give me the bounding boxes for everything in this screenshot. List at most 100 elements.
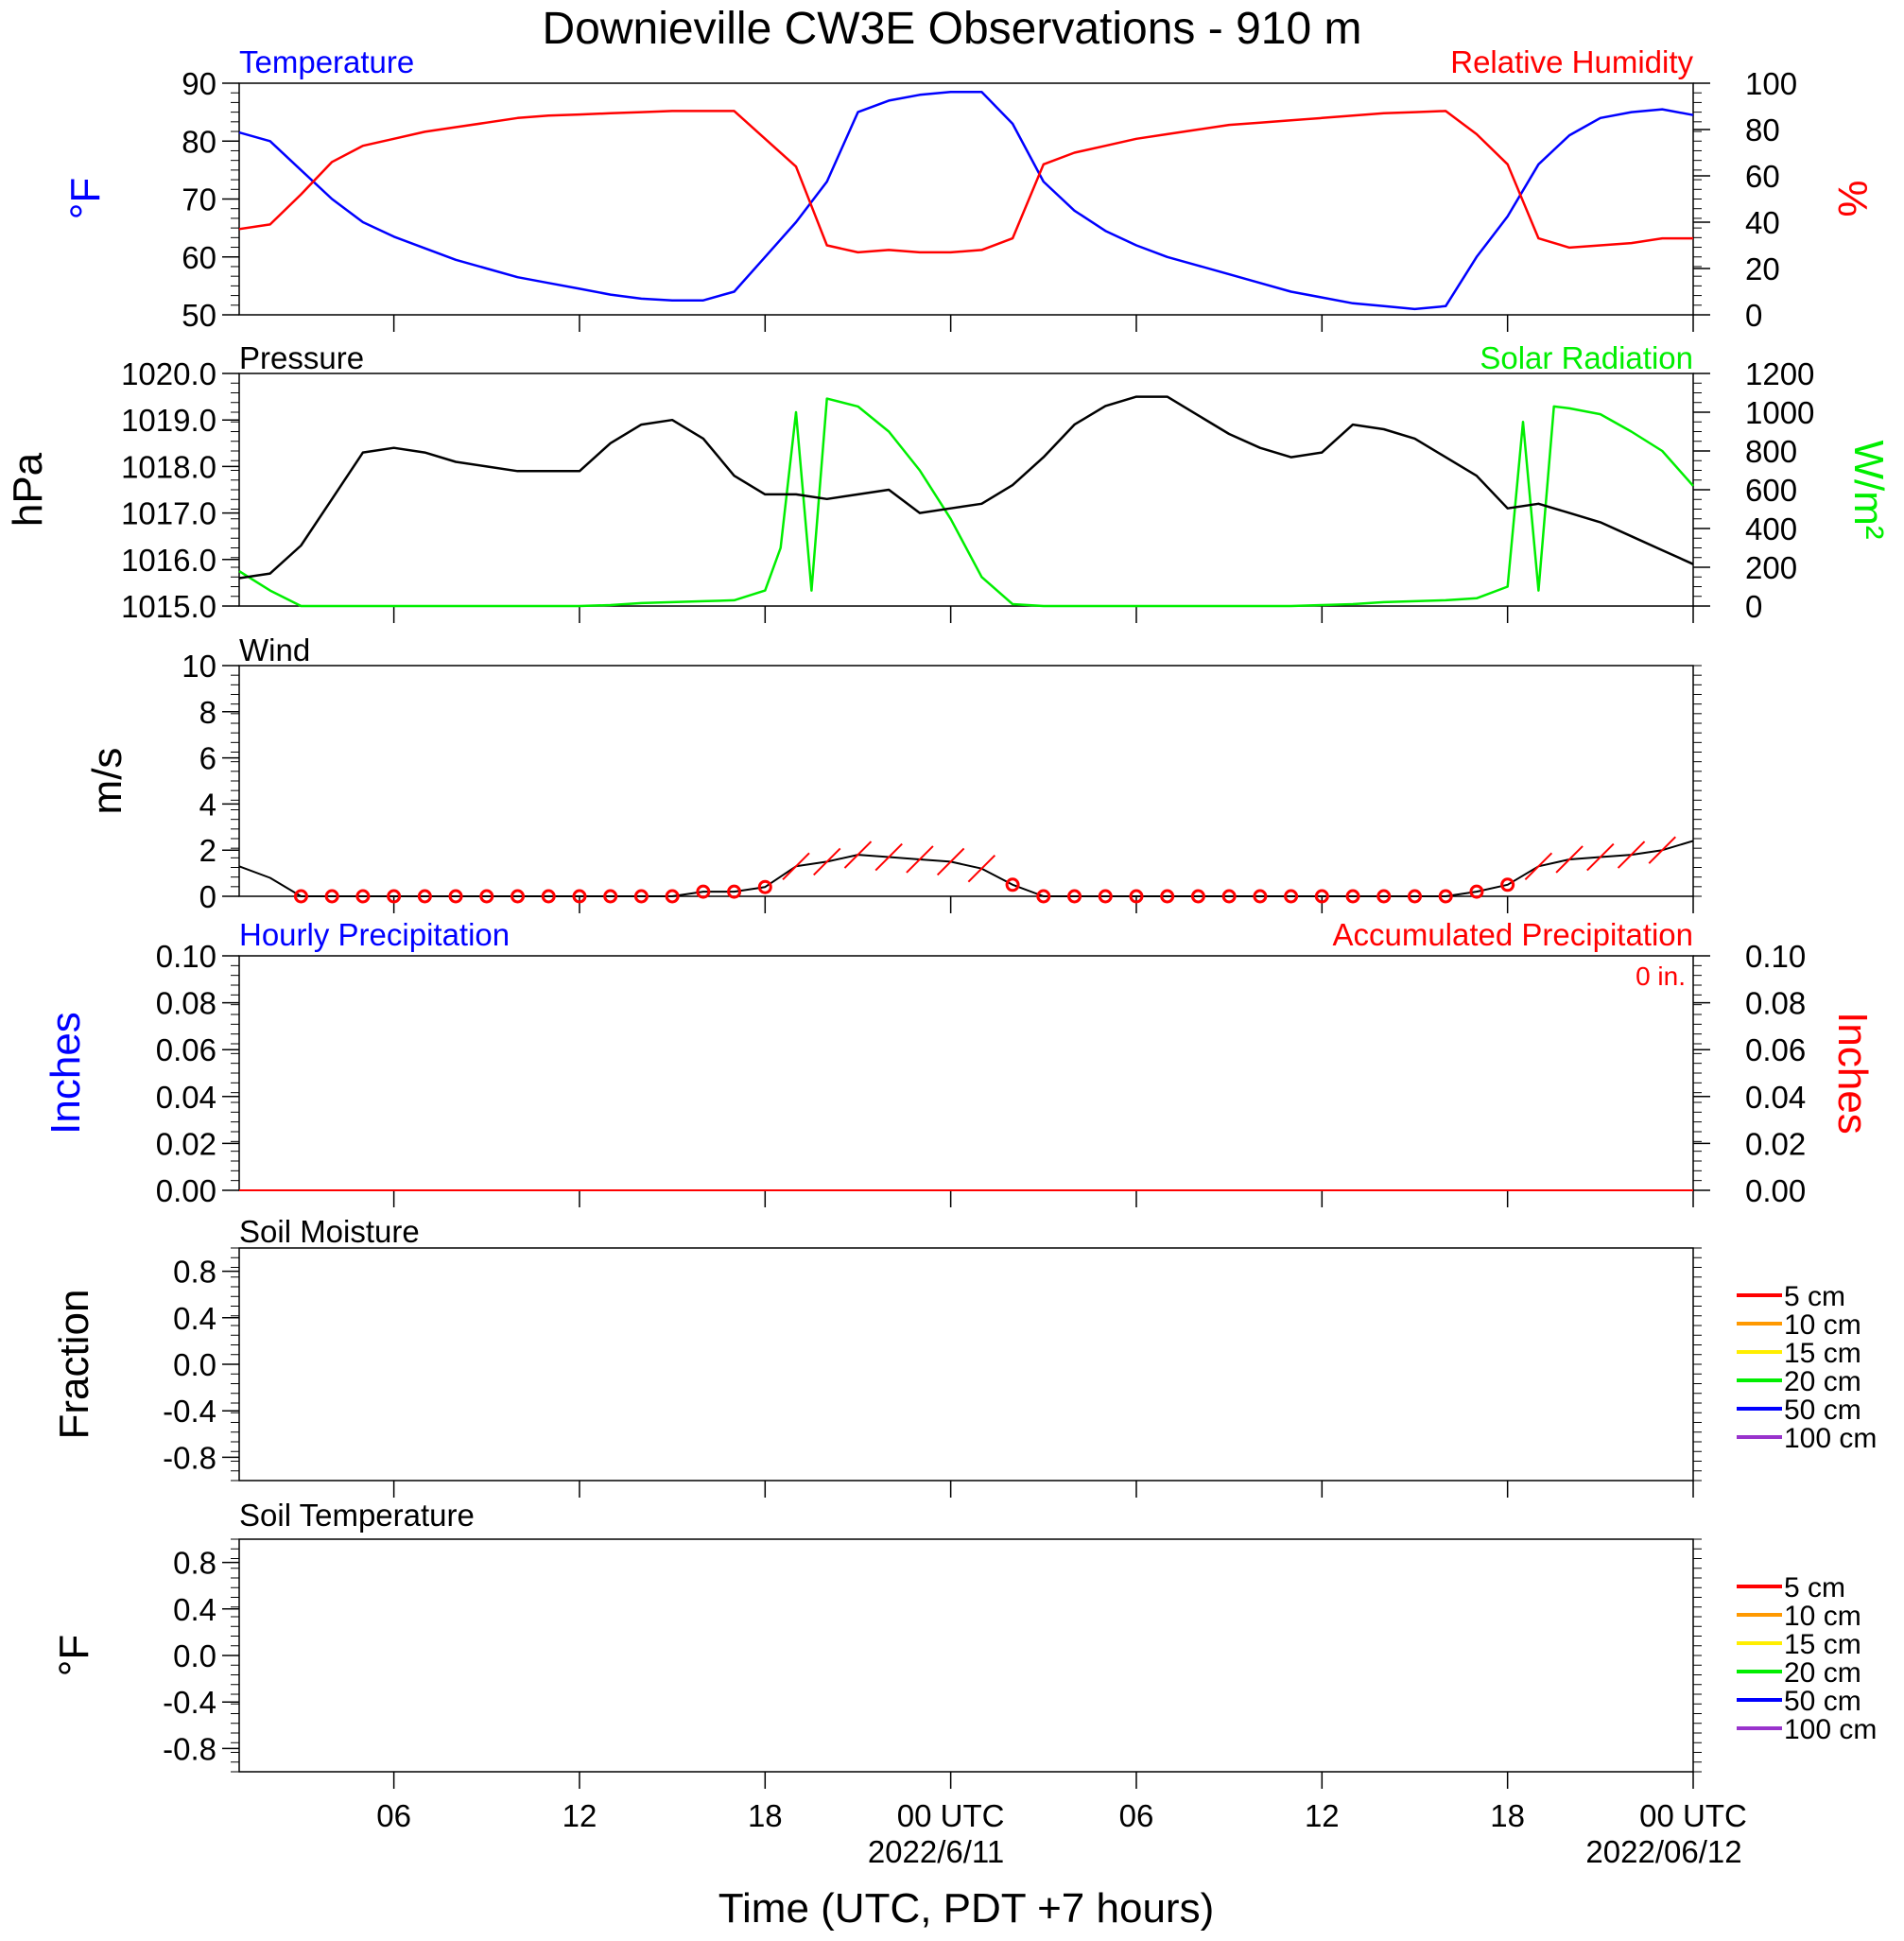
humidity-series-line: [238, 110, 1693, 254]
y-tick-label-soil_temp: 0.4: [173, 1592, 216, 1627]
temperature-series-line: [238, 90, 1694, 311]
wind-calm-marker: [696, 884, 711, 899]
x-tick-label: 12: [1305, 1798, 1340, 1833]
y-tick-label-wind: 10: [182, 649, 216, 684]
wind-calm-marker: [1190, 889, 1205, 904]
solar-series-line: [238, 397, 1694, 608]
wind-calm-marker: [541, 889, 556, 904]
panel-pressure-frame: [238, 373, 1694, 607]
wind-calm-marker: [479, 889, 494, 904]
y-tick-label-wind: 4: [199, 787, 216, 822]
y-tick-label-precip: 0.06: [156, 1032, 216, 1067]
wind-calm-marker: [665, 889, 680, 904]
wind-calm-marker: [324, 889, 339, 904]
y-tick-label-temp_rh: 80: [182, 124, 216, 159]
y-tick-label-pressure_solar: 1019.0: [121, 403, 216, 438]
wind-barb: [1555, 845, 1584, 874]
y-right-tick-label-precip: 0.10: [1745, 939, 1806, 974]
wind-calm-marker: [757, 879, 772, 894]
solar-unit-label: W/m²: [1845, 440, 1892, 539]
wind-unit-label: m/s: [84, 748, 130, 815]
pressure-series-line: [238, 395, 1694, 580]
hourly-precip-title: Hourly Precipitation: [239, 917, 510, 952]
rh-unit-label: %: [1829, 180, 1876, 217]
y-tick-label-soil_temp: 0.8: [173, 1546, 216, 1581]
y-right-tick-label-temp_rh: 60: [1745, 159, 1780, 194]
y-tick-label-precip: 0.04: [156, 1080, 216, 1115]
y-tick-label-wind: 6: [199, 741, 216, 776]
panel-soil-moisture-frame: [238, 1247, 1694, 1482]
y-right-tick-label-pressure_solar: 200: [1745, 550, 1797, 585]
y-tick-label-temp_rh: 60: [182, 240, 216, 275]
soil-moisture-unit-label: Fraction: [51, 1290, 97, 1440]
y-tick-label-pressure_solar: 1015.0: [121, 589, 216, 624]
humidity-title: Relative Humidity: [1450, 44, 1693, 79]
wind-calm-marker: [727, 884, 742, 899]
accum-precip-title: Accumulated Precipitation: [1332, 917, 1693, 952]
legend-label-soil_moisture: 15 cm: [1784, 1338, 1861, 1369]
x-tick-label: 00 UTC: [897, 1798, 1005, 1833]
y-tick-label-soil_moisture: 0.8: [173, 1255, 216, 1290]
wind-calm-marker: [417, 889, 432, 904]
chart-title: Downieville CW3E Observations - 910 m: [543, 4, 1362, 54]
wind-calm-marker: [603, 889, 618, 904]
legend-label-soil_temp: 50 cm: [1784, 1686, 1861, 1717]
y-tick-label-pressure_solar: 1018.0: [121, 449, 216, 484]
soil-temp-title: Soil Temperature: [239, 1498, 475, 1533]
wind-calm-marker: [633, 889, 649, 904]
y-tick-label-wind: 8: [199, 695, 216, 730]
wind-series-line: [238, 840, 1694, 897]
y-right-tick-label-temp_rh: 0: [1745, 298, 1762, 333]
wind-barb: [906, 845, 934, 874]
x-tick-label: 18: [1490, 1798, 1525, 1833]
y-right-tick-label-precip: 0.08: [1745, 986, 1806, 1021]
legend-label-soil_temp: 10 cm: [1784, 1601, 1861, 1632]
wind-calm-marker: [1376, 889, 1392, 904]
wind-calm-marker: [1284, 889, 1299, 904]
wind-barb: [1586, 842, 1615, 872]
x-axis-label: Time (UTC, PDT +7 hours): [718, 1885, 1214, 1932]
y-tick-label-temp_rh: 90: [182, 66, 216, 101]
wind-barb: [1648, 836, 1676, 864]
y-tick-label-precip: 0.02: [156, 1126, 216, 1161]
wind-calm-marker: [1345, 889, 1360, 904]
y-tick-label-soil_moisture: -0.4: [163, 1394, 216, 1429]
legend-label-soil_moisture: 100 cm: [1784, 1423, 1877, 1454]
y-right-tick-label-pressure_solar: 400: [1745, 511, 1797, 546]
panel-soil-temp-frame: [238, 1538, 1694, 1773]
dynamic-layer: 90807060501008060402001020.01019.01018.0…: [121, 66, 1877, 1833]
y-tick-label-soil_moisture: -0.8: [163, 1440, 216, 1475]
y-right-tick-label-precip: 0.00: [1745, 1173, 1806, 1208]
legend-label-soil_moisture: 10 cm: [1784, 1309, 1861, 1341]
wind-calm-marker: [1036, 889, 1051, 904]
y-tick-label-soil_temp: -0.4: [163, 1685, 216, 1720]
date-label-2: 2022/06/12: [1585, 1834, 1741, 1869]
y-tick-label-wind: 0: [199, 879, 216, 914]
y-tick-label-wind: 2: [199, 833, 216, 868]
x-tick-label: 06: [376, 1798, 411, 1833]
wind-calm-marker: [1160, 889, 1175, 904]
wind-barb: [1524, 852, 1553, 880]
wind-calm-marker: [355, 889, 371, 904]
wind-title: Wind: [239, 633, 310, 667]
wind-barb: [813, 847, 841, 876]
solar-title: Solar Radiation: [1480, 340, 1693, 375]
legend-label-soil_temp: 15 cm: [1784, 1629, 1861, 1660]
y-tick-label-temp_rh: 50: [182, 298, 216, 333]
y-right-tick-label-temp_rh: 80: [1745, 113, 1780, 147]
y-right-tick-label-pressure_solar: 1000: [1745, 395, 1814, 430]
wind-calm-marker: [1253, 889, 1268, 904]
y-right-tick-label-temp_rh: 40: [1745, 205, 1780, 240]
date-label-1: 2022/6/11: [868, 1834, 1004, 1869]
soil-moisture-title: Soil Moisture: [239, 1214, 420, 1249]
y-tick-label-pressure_solar: 1017.0: [121, 496, 216, 531]
wind-calm-marker: [1469, 884, 1484, 899]
pressure-unit-label: hPa: [5, 452, 51, 527]
y-tick-label-soil_moisture: 0.4: [173, 1301, 216, 1336]
precip-left-unit-label: Inches: [43, 1012, 89, 1135]
y-right-tick-label-precip: 0.02: [1745, 1126, 1806, 1161]
wind-calm-marker: [1500, 877, 1515, 893]
panel-precip-frame: [238, 955, 1694, 1191]
y-right-tick-label-temp_rh: 20: [1745, 251, 1780, 286]
